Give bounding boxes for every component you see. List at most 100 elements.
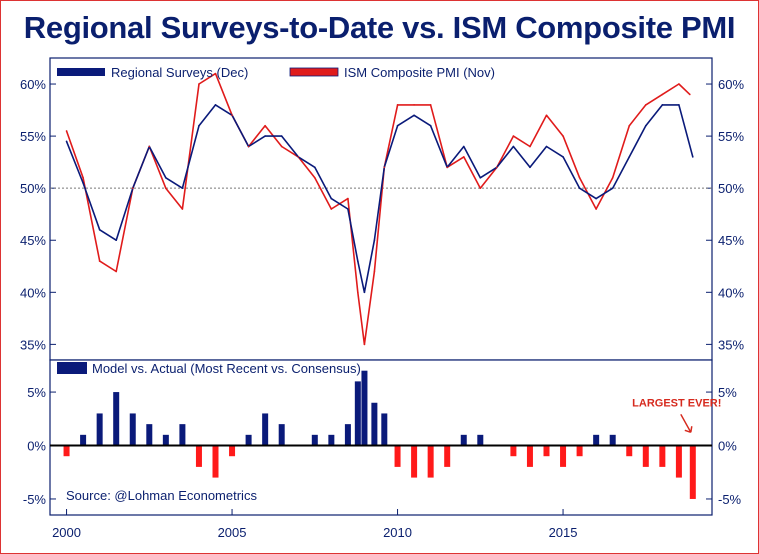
line-regional-point-22 (396, 124, 399, 127)
line-ism-point-23 (413, 104, 415, 106)
annotation-largest-ever: LARGEST EVER! (632, 397, 721, 409)
line-ism-point-38 (661, 93, 664, 96)
bar-35 (609, 434, 616, 446)
line-regional-point-33 (578, 187, 581, 189)
line-regional-point-31 (545, 145, 548, 148)
line-regional-point-39 (678, 104, 680, 106)
bar-18 (354, 381, 361, 446)
bot-ytick-label-left--5: -5% (23, 492, 47, 507)
line-regional-point-35 (611, 187, 614, 189)
line-ism-point-40 (689, 93, 691, 96)
top-ytick-label-left-40: 40% (20, 285, 46, 300)
bar-23 (411, 445, 418, 478)
legend-label-model: Model vs. Actual (Most Recent vs. Consen… (92, 361, 361, 376)
line-regional-point-37 (645, 124, 647, 127)
line-ism-point-33 (578, 176, 581, 179)
line-regional-point-26 (462, 145, 465, 148)
line-ism-point-29 (512, 135, 515, 137)
top-ytick-label-right-55: 55% (718, 129, 744, 144)
line-regional-point-9 (214, 104, 217, 106)
line-ism-point-7 (181, 208, 184, 210)
line-ism-point-18 (357, 291, 359, 294)
legend-swatch-ism (289, 67, 339, 77)
line-ism-point-27 (479, 187, 482, 189)
line-ism-point-1 (82, 176, 84, 179)
line-regional-point-16 (330, 197, 333, 200)
line-ism-point-3 (115, 270, 117, 273)
top-ytick-label-left-45: 45% (20, 233, 46, 248)
line-ism-point-20 (373, 270, 376, 273)
line-ism-point-8 (198, 83, 200, 85)
xtick-label-2015: 2015 (549, 525, 578, 540)
line-ism-point-39 (678, 83, 680, 85)
line-ism-point-15 (314, 176, 316, 179)
line-regional-point-18 (357, 260, 359, 262)
line-ism-point-5 (148, 145, 151, 148)
top-ytick-label-right-35: 35% (718, 337, 744, 352)
line-ism-point-24 (429, 104, 432, 106)
line-ism-point-28 (496, 166, 498, 169)
line-regional-point-12 (264, 135, 266, 137)
top-y-axis: 35% 35% 40% 40% 45% 45% 50% 50% 55% 55% 60% 60% (20, 77, 744, 352)
line-ism-point-2 (98, 260, 101, 262)
line-ism-point-12 (264, 124, 266, 127)
annotation-arrow (680, 413, 693, 434)
bar-40 (689, 445, 696, 499)
line-regional-point-36 (628, 156, 631, 158)
line-regional-point-30 (529, 166, 531, 169)
bar-13 (278, 424, 285, 446)
top-ytick-label-right-60: 60% (718, 77, 744, 92)
line-regional-point-7 (181, 187, 184, 189)
line-ism-point-9 (214, 72, 217, 75)
bot-ytick-label-right-0: 0% (718, 439, 737, 454)
line-ism-point-17 (347, 197, 349, 200)
bar-15 (311, 434, 318, 446)
bar-20 (371, 402, 378, 446)
legend-label-regional: Regional Surveys (Dec) (111, 65, 248, 80)
bar-10 (229, 445, 236, 457)
line-ism-point-16 (330, 208, 333, 210)
top-ytick-label-right-45: 45% (718, 233, 744, 248)
line-ism-point-31 (545, 114, 548, 117)
line-regional-point-15 (314, 166, 316, 169)
line-regional-point-6 (165, 176, 167, 179)
line-regional-point-32 (562, 156, 564, 158)
line-ism-point-25 (446, 166, 449, 169)
x-axis: 2000 2005 2010 2015 (52, 509, 578, 540)
bar-34 (593, 434, 600, 446)
line-ism-point-21 (383, 166, 386, 169)
bar-5 (146, 424, 153, 446)
line-ism-point-14 (297, 156, 300, 158)
top-ytick-label-left-55: 55% (20, 129, 46, 144)
bar-30 (526, 445, 533, 467)
bar-24 (427, 445, 434, 478)
legend-label-ism: ISM Composite PMI (Nov) (344, 65, 495, 80)
bar-26 (460, 434, 467, 446)
line-regional-point-40 (692, 156, 694, 158)
bot-ytick-label-left-5: 5% (27, 385, 46, 400)
line-ism-point-0 (65, 130, 68, 132)
line-regional-point-17 (347, 208, 349, 210)
line-regional-point-1 (82, 182, 84, 184)
legend-swatch-model (57, 362, 87, 374)
bar-8 (195, 445, 202, 467)
line-regional-point-3 (115, 239, 117, 242)
source-text: Source: @Lohman Econometrics (66, 488, 257, 503)
line-ism-point-30 (529, 145, 531, 148)
bar-9 (212, 445, 219, 478)
line-regional-point-20 (373, 239, 376, 242)
line-ism-point-4 (131, 187, 134, 189)
line-regional-point-27 (479, 176, 482, 179)
bar-31 (543, 445, 550, 457)
top-ytick-label-left-60: 60% (20, 77, 46, 92)
line-ism-point-37 (645, 104, 647, 106)
bot-ytick-label-right--5: -5% (718, 492, 742, 507)
bot-ytick-label-right-5: 5% (718, 385, 737, 400)
bar-3 (113, 392, 120, 446)
bar-25 (444, 445, 451, 467)
bar-19 (361, 370, 368, 446)
line-regional-point-23 (413, 114, 415, 117)
bar-0 (63, 445, 70, 457)
line-ism-point-32 (562, 135, 564, 137)
